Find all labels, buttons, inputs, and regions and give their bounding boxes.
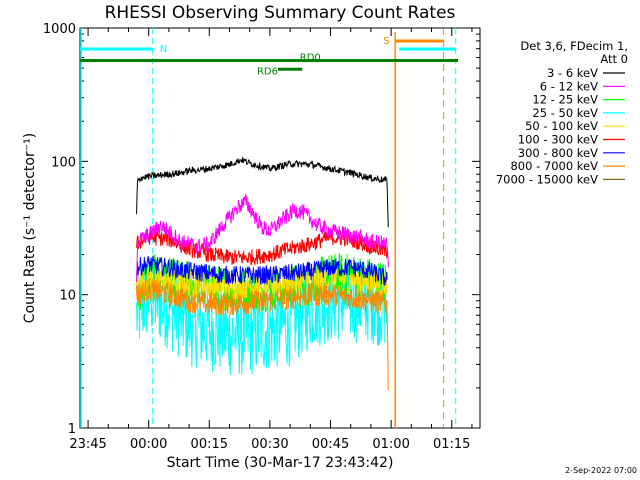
chart-title: RHESSI Observing Summary Count Rates xyxy=(105,3,456,23)
legend-entry-label: 25 - 50 keV xyxy=(532,106,598,120)
legend-header-line: Att 0 xyxy=(600,52,628,66)
decimation-label-rd0: RD0 xyxy=(300,53,321,64)
x-axis-label: Start Time (30-Mar-17 23:43:42) xyxy=(167,455,394,471)
x-tick-label: 01:00 xyxy=(372,437,409,452)
series-line-6-12-kev xyxy=(136,194,389,282)
legend-entry-label: 12 - 25 keV xyxy=(532,93,598,107)
legend-entry-label: 300 - 800 keV xyxy=(518,146,598,160)
x-tick-label: 00:15 xyxy=(191,437,228,452)
plot-frame xyxy=(79,27,481,429)
x-tick-label: 01:15 xyxy=(433,437,470,452)
y-axis-label: Count Rate (s⁻¹ detector⁻¹) xyxy=(22,133,38,323)
saa-label: S xyxy=(383,36,389,47)
y-tick-label: 10 xyxy=(59,289,76,304)
series-line-3-6-kev xyxy=(136,156,389,228)
x-tick-label: 00:30 xyxy=(251,437,288,452)
y-tick-label: 100 xyxy=(51,155,76,170)
legend-header-line: Det 3,6, FDecim 1, xyxy=(520,39,628,53)
legend-entry-label: 100 - 300 keV xyxy=(518,133,598,147)
generation-timestamp: 2-Sep-2022 07:00 xyxy=(565,466,637,475)
x-tick-label: 00:45 xyxy=(312,437,349,452)
night-label: N xyxy=(160,44,167,55)
legend-entry-label: 50 - 100 keV xyxy=(525,119,598,133)
legend-entry-label: 7000 - 15000 keV xyxy=(496,172,598,186)
series-line-800-7000-kev xyxy=(136,278,389,391)
legend-entry-label: 800 - 7000 keV xyxy=(510,159,598,173)
series-line-100-300-kev xyxy=(136,228,388,266)
x-tick-label: 00:00 xyxy=(130,437,167,452)
y-tick-label: 1000 xyxy=(43,22,76,37)
legend-entry-label: 6 - 12 keV xyxy=(540,79,598,93)
decimation-label-rd6: RD6 xyxy=(257,67,278,78)
y-tick-label: 1 xyxy=(68,422,76,437)
legend-entry-label: 3 - 6 keV xyxy=(547,66,598,80)
series-line-300-800-kev xyxy=(136,255,388,286)
x-tick-label: 23:45 xyxy=(69,437,106,452)
